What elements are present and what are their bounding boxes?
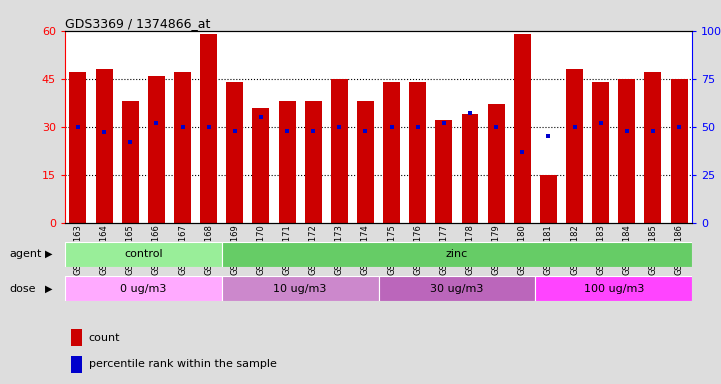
Point <box>151 120 162 126</box>
Bar <box>331 79 348 223</box>
Point <box>334 124 345 130</box>
Bar <box>461 114 479 223</box>
Text: 10 ug/m3: 10 ug/m3 <box>273 284 327 294</box>
Text: ▶: ▶ <box>45 284 52 294</box>
Text: zinc: zinc <box>446 249 468 260</box>
Text: 30 ug/m3: 30 ug/m3 <box>430 284 484 294</box>
Bar <box>122 101 138 223</box>
Bar <box>566 69 583 223</box>
Bar <box>278 101 296 223</box>
Bar <box>200 34 217 223</box>
Text: dose: dose <box>9 284 36 294</box>
Text: GDS3369 / 1374866_at: GDS3369 / 1374866_at <box>65 17 211 30</box>
Point <box>203 124 214 130</box>
Bar <box>435 120 452 223</box>
Bar <box>71 356 82 373</box>
Text: agent: agent <box>9 249 42 259</box>
Point <box>595 120 606 126</box>
Bar <box>540 175 557 223</box>
Bar <box>383 82 400 223</box>
Text: ▶: ▶ <box>45 249 52 259</box>
Point <box>438 120 450 126</box>
Bar <box>252 108 270 223</box>
Bar <box>148 76 165 223</box>
Bar <box>305 101 322 223</box>
Point <box>490 124 502 130</box>
Bar <box>671 79 688 223</box>
Bar <box>645 72 661 223</box>
Bar <box>222 276 379 301</box>
Point <box>255 114 267 120</box>
Point <box>229 127 241 134</box>
Bar <box>410 82 426 223</box>
Text: percentile rank within the sample: percentile rank within the sample <box>89 359 277 369</box>
Bar <box>487 104 505 223</box>
Text: 0 ug/m3: 0 ug/m3 <box>120 284 167 294</box>
Point <box>569 124 580 130</box>
Bar <box>619 79 635 223</box>
Bar <box>69 72 87 223</box>
Bar <box>65 242 222 267</box>
Point <box>673 124 685 130</box>
Bar <box>174 72 191 223</box>
Bar <box>96 69 112 223</box>
Point <box>543 133 554 139</box>
Bar <box>592 82 609 223</box>
Bar <box>65 276 222 301</box>
Point <box>360 127 371 134</box>
Point <box>464 110 476 116</box>
Point <box>177 124 188 130</box>
Text: 100 ug/m3: 100 ug/m3 <box>583 284 644 294</box>
Point <box>72 124 84 130</box>
Bar <box>357 101 374 223</box>
Text: count: count <box>89 333 120 343</box>
Point <box>98 129 110 136</box>
Bar <box>226 82 243 223</box>
Text: control: control <box>124 249 163 260</box>
Bar <box>379 276 535 301</box>
Point <box>516 149 528 155</box>
Bar <box>222 242 692 267</box>
Bar <box>535 276 692 301</box>
Point <box>125 139 136 145</box>
Point <box>281 127 293 134</box>
Point <box>307 127 319 134</box>
Point <box>412 124 423 130</box>
Point <box>386 124 397 130</box>
Bar <box>71 329 82 346</box>
Point <box>647 127 659 134</box>
Bar <box>514 34 531 223</box>
Point <box>621 127 632 134</box>
